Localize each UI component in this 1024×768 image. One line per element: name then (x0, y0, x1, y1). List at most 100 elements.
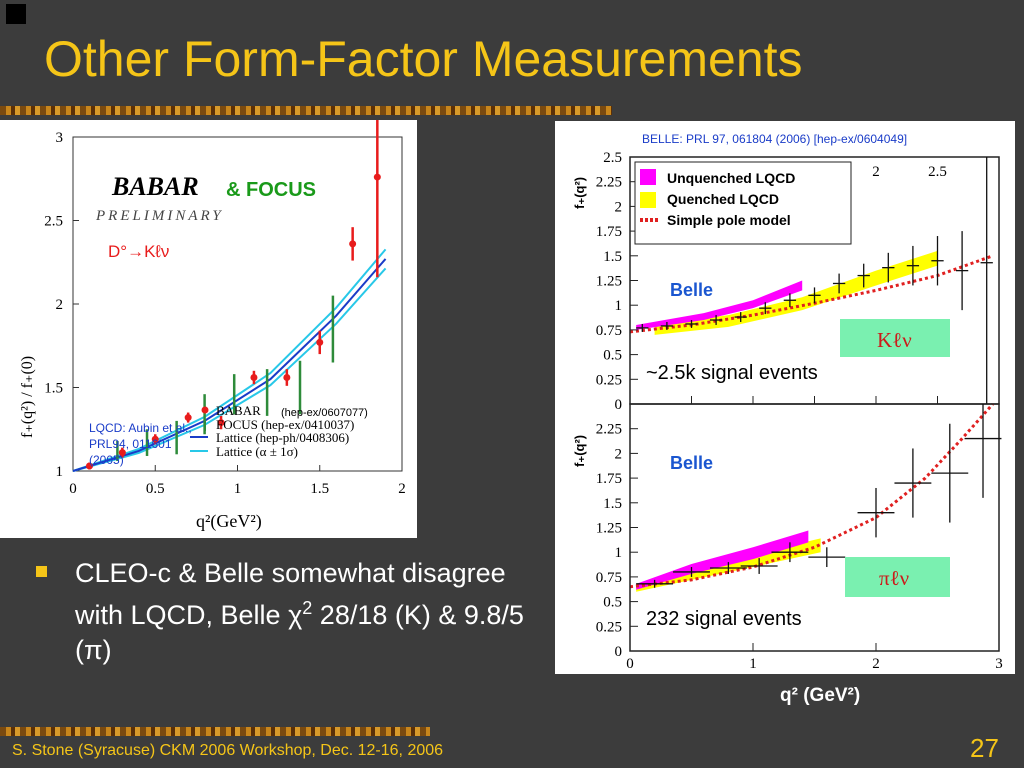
pion-experiment-label: Belle (670, 453, 713, 473)
legend-lattice-label: Lattice (hep-ph/0408306) (216, 430, 349, 445)
kaon-channel-label: Kℓν (877, 328, 912, 352)
babar-x-tick-label: 2 (398, 481, 406, 497)
pion-channel-box (845, 557, 950, 597)
belle-reference: BELLE: PRL 97, 061804 (2006) [hep-ex/060… (642, 132, 907, 146)
babar-data-point (349, 240, 357, 248)
babar-chart: 0 0.5 1 1.5 2 1 1.5 2 2.5 3 BABAR PRELIMINARY & F… (19, 76, 406, 532)
babar-figure-panel: 0 0.5 1 1.5 2 1 1.5 2 2.5 3 BABAR PRELIMINARY & F… (0, 76, 417, 538)
legend-lattice-band-label: Lattice (α ± 1σ) (216, 444, 298, 459)
legend-quenched-swatch (640, 192, 656, 208)
bullet-close: ) (102, 635, 112, 665)
legend-pole-label: Simple pole model (667, 212, 791, 228)
belle-pion-pole-curve (629, 403, 994, 589)
lattice-central-curve (72, 258, 387, 472)
kaon-y-axis-label: f₊(q²) (572, 177, 587, 209)
slide-title: Other Form-Factor Measurements (44, 31, 803, 87)
belle-kaon-quenched-band (654, 250, 938, 335)
babar-data-point (250, 373, 258, 381)
legend-babar-label: BABAR (216, 403, 261, 418)
babar-data-point (316, 338, 324, 346)
bullet-marker (36, 566, 47, 577)
belle-pion-x-tick-label: 2 (872, 656, 880, 672)
bullet-text-line2: 28/18 (K) & 9.8/5 ( (75, 600, 524, 665)
belle-kaon-y-tick-label: 0 (615, 397, 623, 413)
belle-pion-y-tick-label: 1.75 (596, 471, 622, 487)
belle-pion-y-tick-label: 1.25 (596, 521, 622, 537)
pion-channel-label: πℓν (879, 566, 909, 590)
babar-y-tick-label: 3 (56, 130, 64, 146)
legend-focus-label: FOCUS (hep-ex/0410037) (216, 417, 354, 432)
babar-legend: BABAR (hep-ex/0607077) FOCUS (hep-ex/041… (190, 403, 368, 459)
lattice-band-lower (72, 267, 387, 472)
belle-kaon-unquenched-band (636, 280, 803, 330)
kaon-legend: Unquenched LQCD Quenched LQCD Simple pol… (634, 161, 852, 245)
belle-kaon-y-tick-label: 1.5 (603, 249, 622, 265)
belle-kaon-y-tick-label: 0.25 (596, 372, 622, 388)
babar-data-point (217, 419, 225, 427)
chi-exponent: 2 (302, 598, 313, 618)
lqcd-ref-line-1: LQCD: Aubin et al., (89, 421, 192, 435)
decay-label: D°→Kℓν (108, 242, 169, 261)
belle-kaon-x-tick-label: 2 (872, 164, 880, 180)
belle-kaon-y-tick-label: 1 (615, 298, 623, 314)
lqcd-ref-line-3: (2005) (89, 453, 124, 467)
lqcd-reference: LQCD: Aubin et al., PRL94, 011601 (2005) (89, 421, 192, 467)
babar-x-tick-label: 0 (69, 481, 77, 497)
belle-pion-y-tick-label: 1.5 (603, 496, 622, 512)
babar-x-tick-label: 1.5 (310, 481, 329, 497)
bullet-text: CLEO-c & Belle somewhat disagree with LQ… (75, 556, 555, 668)
focus-label: & FOCUS (226, 179, 316, 201)
belle-pion-x-tick-label: 0 (626, 656, 634, 672)
legend-unquenched-swatch (640, 169, 656, 185)
belle-kaon-y-tick-label: 1.75 (596, 224, 622, 240)
babar-data-point (283, 373, 291, 381)
title-divider (0, 106, 612, 115)
belle-pion-y-tick-label: 0 (615, 644, 623, 660)
babar-y-tick-label: 1 (56, 464, 64, 480)
belle-kaon-y-tick-label: 2 (615, 199, 623, 215)
pi-symbol: π (84, 635, 103, 665)
belle-pion-y-tick-label: 2.25 (596, 422, 622, 438)
babar-y-tick-label: 2.5 (44, 214, 63, 230)
belle-figure-panel: BELLE: PRL 97, 061804 (2006) [hep-ex/060… (555, 121, 1015, 674)
belle-pion-unquenched-band (636, 530, 809, 590)
corner-mark (6, 4, 26, 24)
kaon-events-label: ~2.5k signal events (646, 362, 818, 384)
belle-kaon-y-tick-label: 2.5 (603, 150, 622, 166)
pion-events-label: 232 signal events (646, 608, 802, 630)
footer-text: S. Stone (Syracuse) CKM 2006 Workshop, D… (12, 742, 444, 759)
belle-pion-y-tick-label: 0.25 (596, 619, 622, 635)
kaon-experiment-label: Belle (670, 280, 713, 300)
babar-preliminary: PRELIMINARY (95, 208, 224, 224)
shared-x-axis-title: q² (GeV²) (780, 685, 861, 706)
belle-kaon-y-tick-label: 0.75 (596, 323, 622, 339)
babar-data-point (184, 414, 192, 422)
page-number: 27 (970, 733, 999, 763)
lqcd-ref-line-2: PRL94, 011601 (89, 437, 172, 451)
kaon-channel-box (840, 319, 950, 357)
belle-pion-y-tick-label: 2 (615, 446, 623, 462)
legend-babar-marker (201, 406, 209, 414)
babar-y-tick-label: 1.5 (44, 381, 63, 397)
belle-kaon-y-tick-label: 1.25 (596, 274, 622, 290)
belle-pion-x-tick-label: 1 (749, 656, 757, 672)
babar-data-point (151, 435, 159, 443)
footer-divider (0, 727, 430, 736)
legend-babar-ref: (hep-ex/0607077) (281, 407, 368, 419)
babar-data-point (85, 462, 93, 470)
babar-data-point (118, 449, 126, 457)
kaon-legend-box (634, 161, 852, 245)
belle-kaon-y-tick-label: 0.5 (603, 348, 622, 364)
belle-kaon-y-tick-label: 2.25 (596, 175, 622, 191)
belle-pion-y-tick-label: 0.75 (596, 570, 622, 586)
pion-y-axis-label: f₊(q²) (572, 435, 587, 467)
legend-unquenched-label: Unquenched LQCD (667, 170, 795, 186)
belle-pion-y-tick-label: 0.5 (603, 595, 622, 611)
babar-x-axis-label: q²(GeV²) (196, 511, 262, 532)
babar-logo: BABAR (111, 172, 199, 201)
chi-symbol: χ (288, 600, 303, 630)
babar-y-axis-label: f₊(q²) / f₊(0) (19, 356, 36, 438)
babar-x-tick-label: 0.5 (146, 481, 165, 497)
babar-data-point (373, 173, 381, 181)
belle-pion-y-tick-label: 1 (615, 545, 623, 561)
